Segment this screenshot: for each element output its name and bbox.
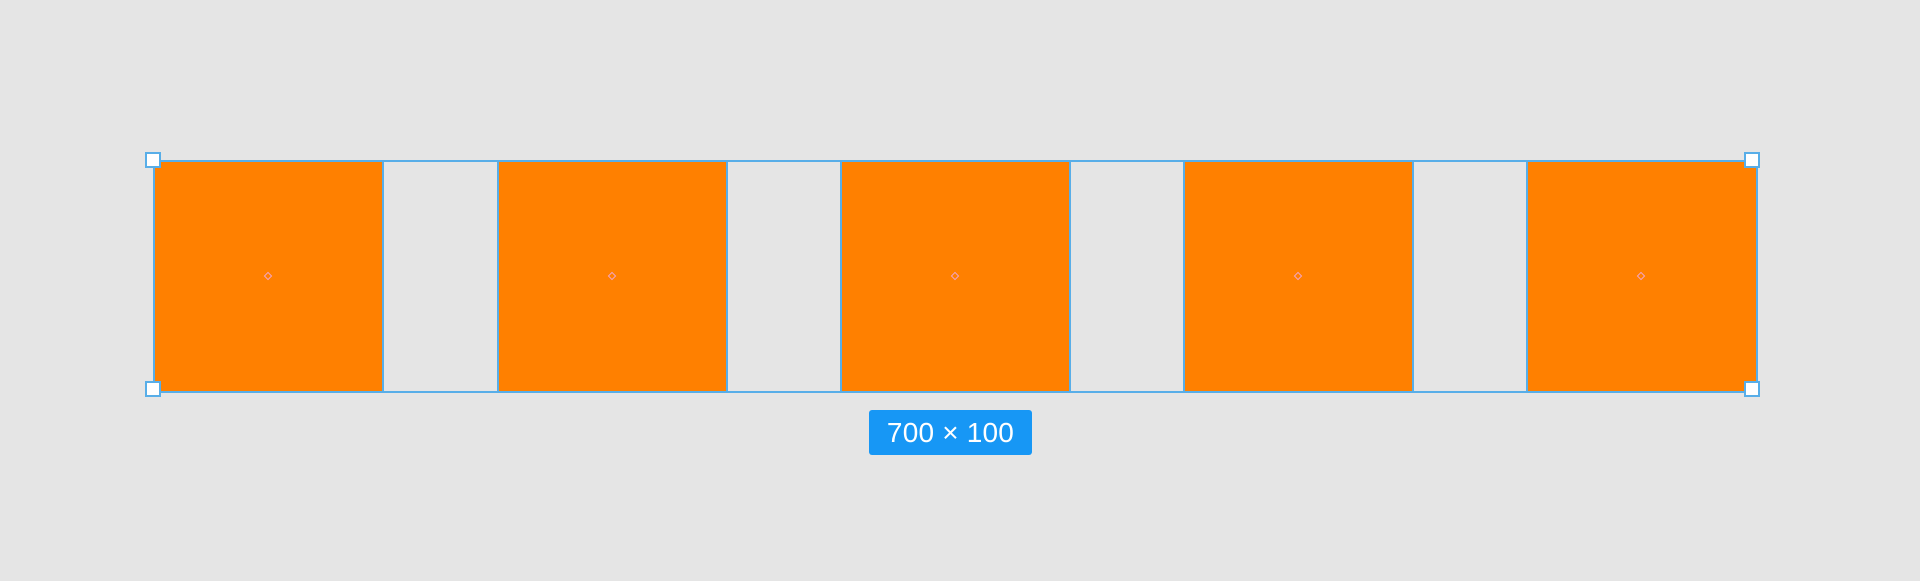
center-point-icon: [1293, 271, 1303, 280]
orange-square-4[interactable]: [1183, 160, 1415, 393]
orange-square-3[interactable]: [840, 160, 1072, 393]
gap-1: [382, 160, 500, 393]
orange-square-2[interactable]: [497, 160, 729, 393]
resize-handle-bottom-left[interactable]: [145, 381, 161, 397]
resize-handle-top-left[interactable]: [145, 152, 161, 168]
center-point-icon: [1636, 271, 1646, 280]
orange-square-1[interactable]: [153, 160, 385, 393]
center-point-icon: [263, 271, 273, 280]
gap-3: [1069, 160, 1187, 393]
selection-frame[interactable]: [153, 160, 1758, 393]
center-point-icon: [950, 271, 960, 280]
gap-2: [726, 160, 844, 393]
orange-square-5[interactable]: [1526, 160, 1758, 393]
gap-4: [1412, 160, 1530, 393]
resize-handle-bottom-right[interactable]: [1744, 381, 1760, 397]
center-point-icon: [607, 271, 617, 280]
size-badge: 700 × 100: [869, 410, 1032, 455]
resize-handle-top-right[interactable]: [1744, 152, 1760, 168]
